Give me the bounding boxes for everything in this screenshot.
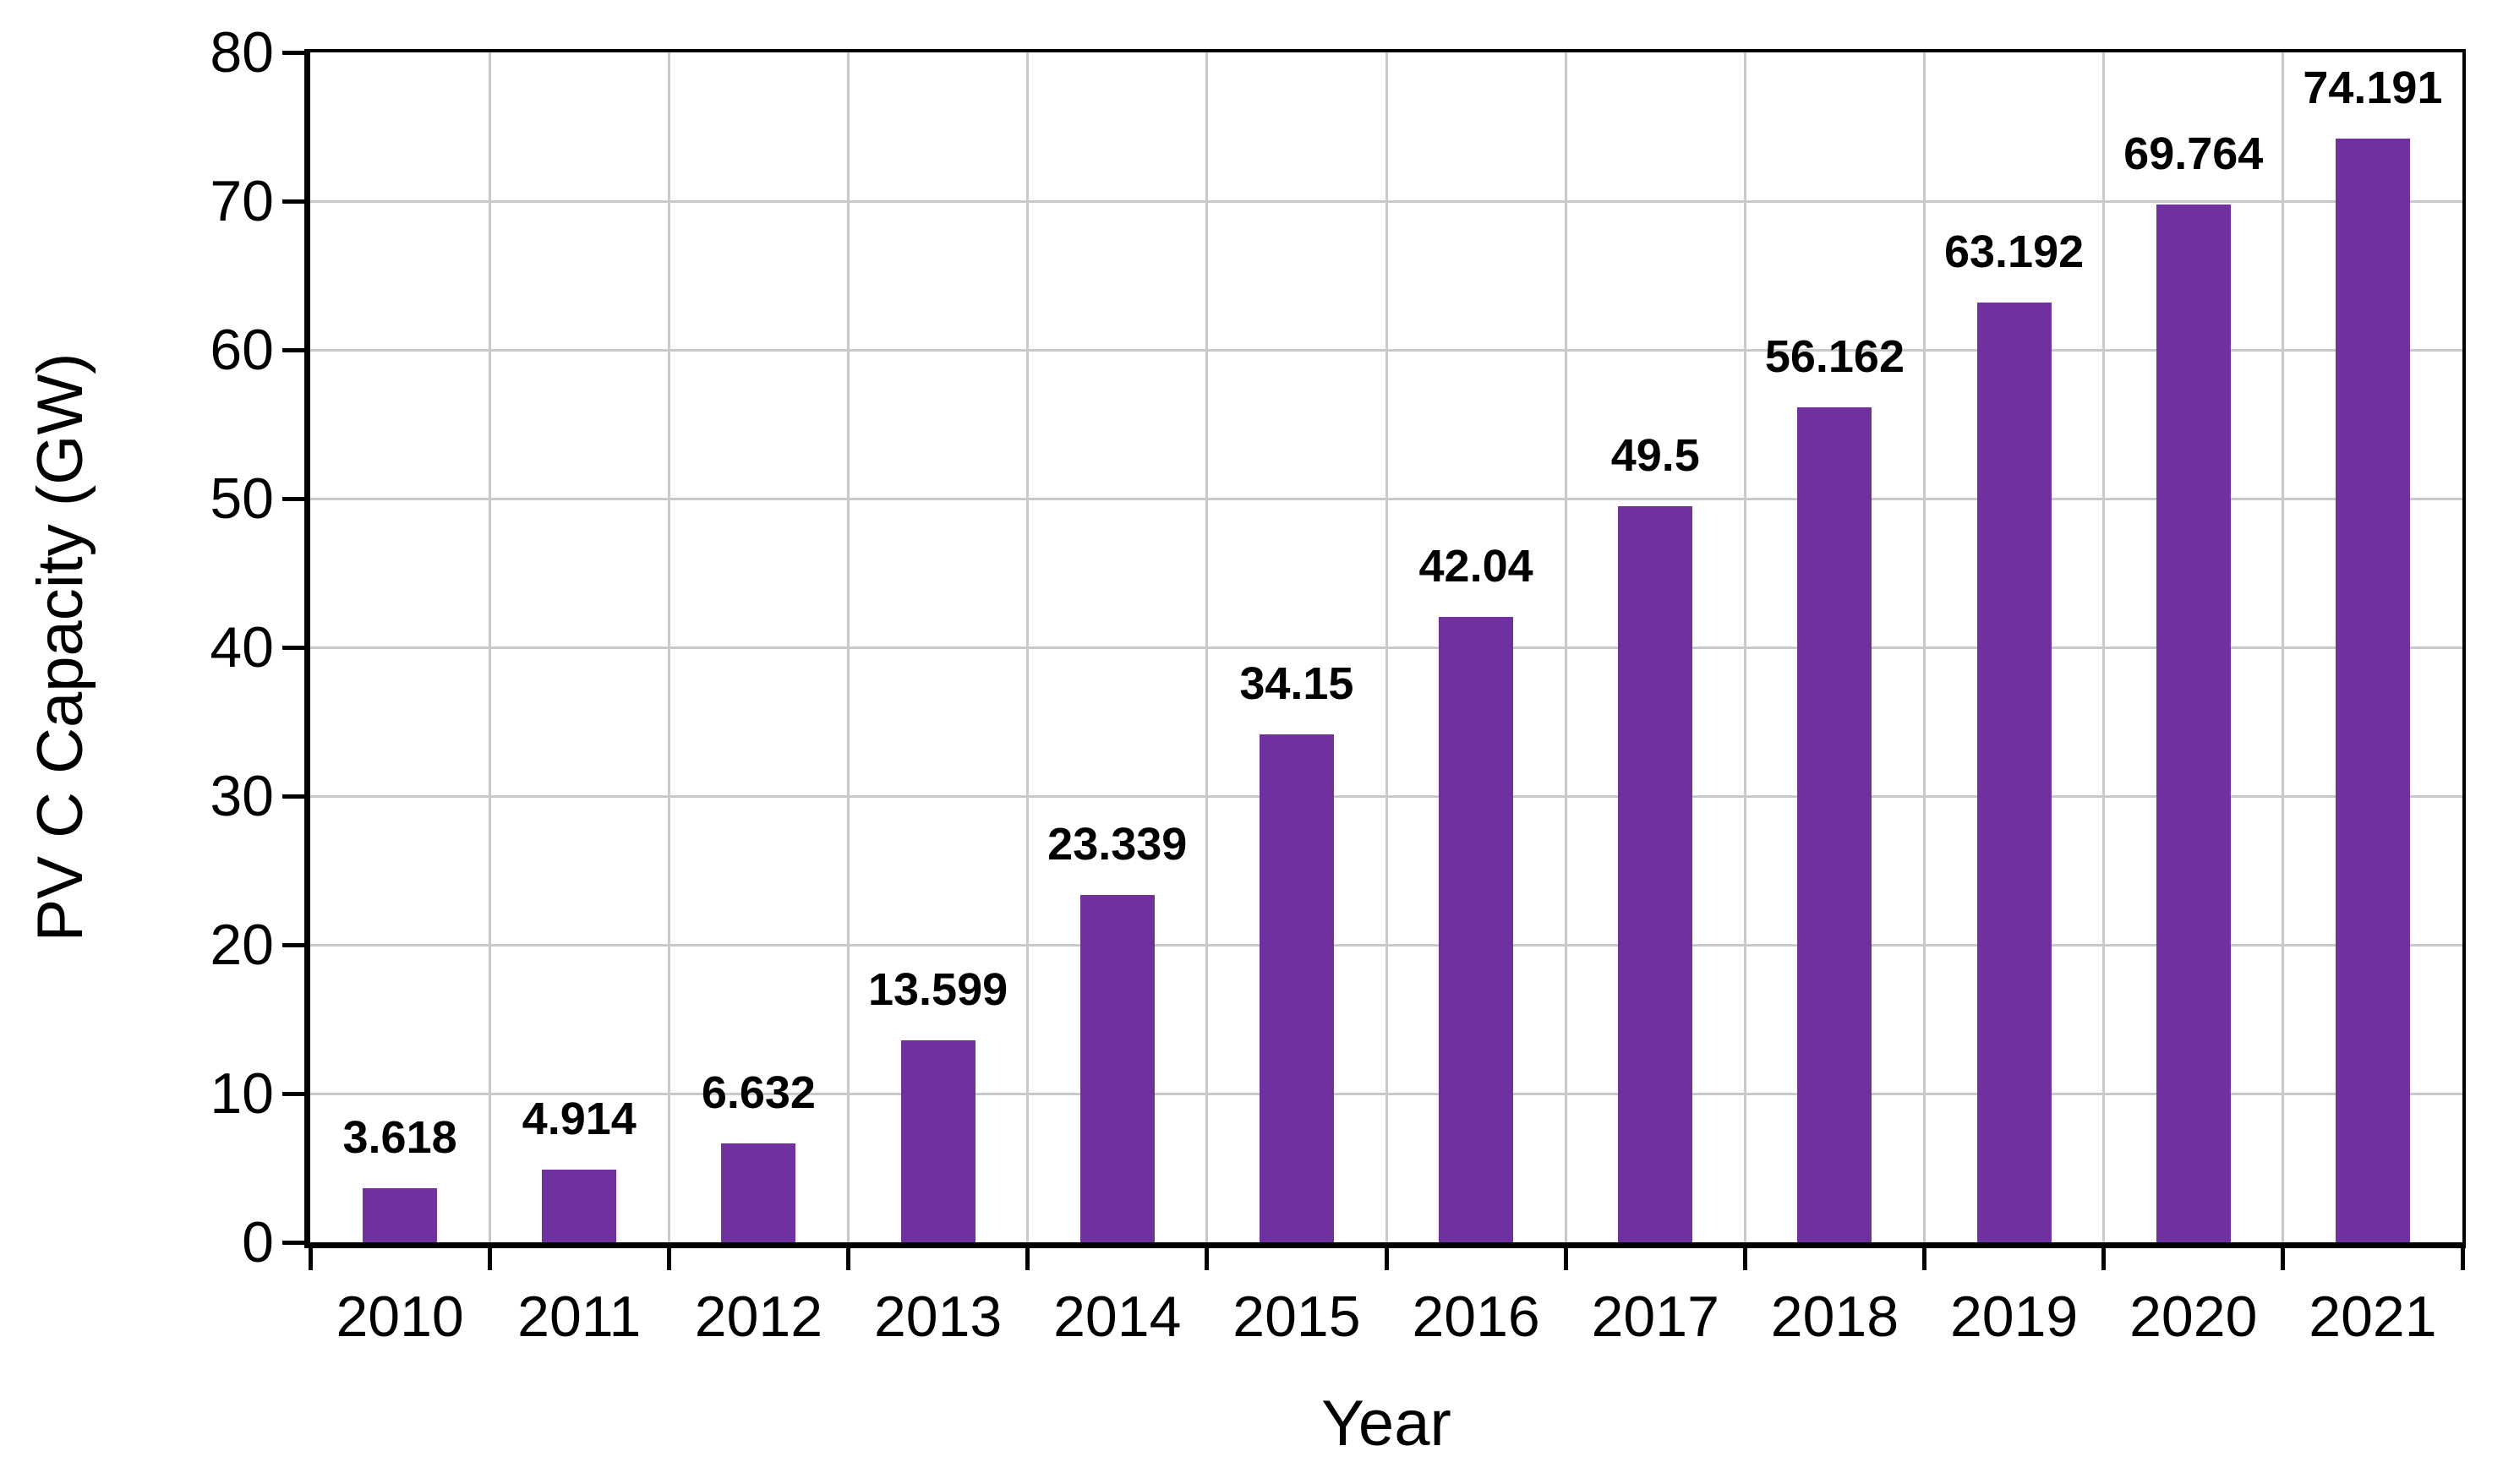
y-axis-tick-mark [282,942,304,947]
bar-value-label: 49.5 [1610,429,1700,481]
bar-value-label: 4.914 [522,1093,637,1144]
x-axis-tick-label: 2018 [1770,1285,1899,1349]
x-axis-tick-mark [2101,1248,2107,1270]
y-axis-tick-label: 40 [210,615,274,679]
bar [363,1188,438,1242]
bar [2156,205,2231,1242]
bar-value-label: 42.04 [1418,541,1533,592]
bar [1439,617,1514,1242]
y-axis-tick-mark [282,50,304,55]
gridline-vertical [1923,52,1926,1242]
bar [2335,139,2410,1242]
x-axis-tick-label: 2020 [2129,1285,2258,1349]
bar [1079,895,1155,1242]
gridline-vertical [1743,52,1746,1242]
y-axis-tick-label: 0 [242,1210,274,1274]
x-axis-tick-label: 2019 [1949,1285,2079,1349]
x-axis-tick-mark [308,1248,313,1270]
x-axis-tick-mark [1742,1248,1747,1270]
bar-value-label: 63.192 [1943,226,2085,277]
y-axis-tick-label: 30 [210,764,274,828]
bar-value-label: 23.339 [1047,819,1188,870]
y-axis-tick-mark [282,496,304,501]
y-axis-tick-mark [282,1091,304,1096]
gridline-vertical [847,52,850,1242]
bar-value-label: 3.618 [342,1112,457,1164]
y-axis-tick-label: 20 [210,913,274,977]
y-axis-tick-mark [282,347,304,352]
x-axis-tick-label: 2011 [517,1285,642,1349]
y-axis-tick-label: 70 [210,169,274,233]
bar-value-label: 6.632 [701,1067,816,1119]
bar [1976,302,2052,1242]
x-axis-tick-mark [1563,1248,1568,1270]
y-axis-tick-label: 80 [210,20,274,85]
x-axis-tick-mark [1384,1248,1389,1270]
x-axis-tick-mark [666,1248,671,1270]
gridline-vertical [2282,52,2285,1242]
x-axis-tick-label: 2016 [1412,1285,1540,1349]
x-axis-tick-mark [2460,1248,2465,1270]
y-axis-tick-label: 60 [210,318,274,382]
bar-value-label: 13.599 [867,963,1008,1015]
gridline-vertical [1385,52,1388,1242]
x-axis-tick-label: 2017 [1591,1285,1719,1349]
y-axis-tick-mark [282,794,304,799]
y-axis-tick-label: 50 [210,466,274,531]
x-axis-tick-label: 2012 [694,1285,823,1349]
gridline-vertical [2102,52,2106,1242]
x-axis-tick-label: 2013 [873,1285,1003,1349]
y-axis-tick-mark [282,199,304,204]
x-axis-tick-mark [2281,1248,2286,1270]
bar [1797,406,1872,1242]
gridline-vertical [488,52,491,1242]
plot-area: 3.618 4.914 6.632 13.599 23.339 34.15 42.04 49.… [304,49,2466,1248]
bar [1618,505,1693,1242]
bar-value-label: 74.191 [2303,63,2443,114]
x-axis-tick-mark [1025,1248,1030,1270]
gridline-vertical [1205,52,1209,1242]
x-axis-tick-mark [1205,1248,1210,1270]
x-axis-tick-mark [487,1248,492,1270]
bar [721,1143,796,1242]
bar-value-label: 34.15 [1239,657,1354,709]
bar [900,1039,976,1242]
y-axis-tick-mark [282,645,304,650]
x-axis-tick-label: 2015 [1232,1285,1361,1349]
gridline-vertical [1026,52,1030,1242]
x-axis-tick-mark [846,1248,850,1270]
x-axis-tick-label: 2021 [2309,1285,2437,1349]
y-axis-tick-label: 10 [210,1061,274,1126]
bar [542,1169,617,1242]
x-axis-title: Year [1321,1388,1451,1459]
x-axis-tick-mark [1922,1248,1926,1270]
x-axis-tick-label: 2010 [336,1285,464,1349]
y-axis-tick-mark [282,1240,304,1245]
bar [1259,734,1334,1242]
gridline-vertical [1564,52,1567,1242]
x-axis-tick-label: 2014 [1053,1285,1182,1349]
bar-value-label: 56.162 [1764,330,1905,382]
bar-value-label: 69.764 [2123,128,2264,180]
gridline-vertical [667,52,670,1242]
